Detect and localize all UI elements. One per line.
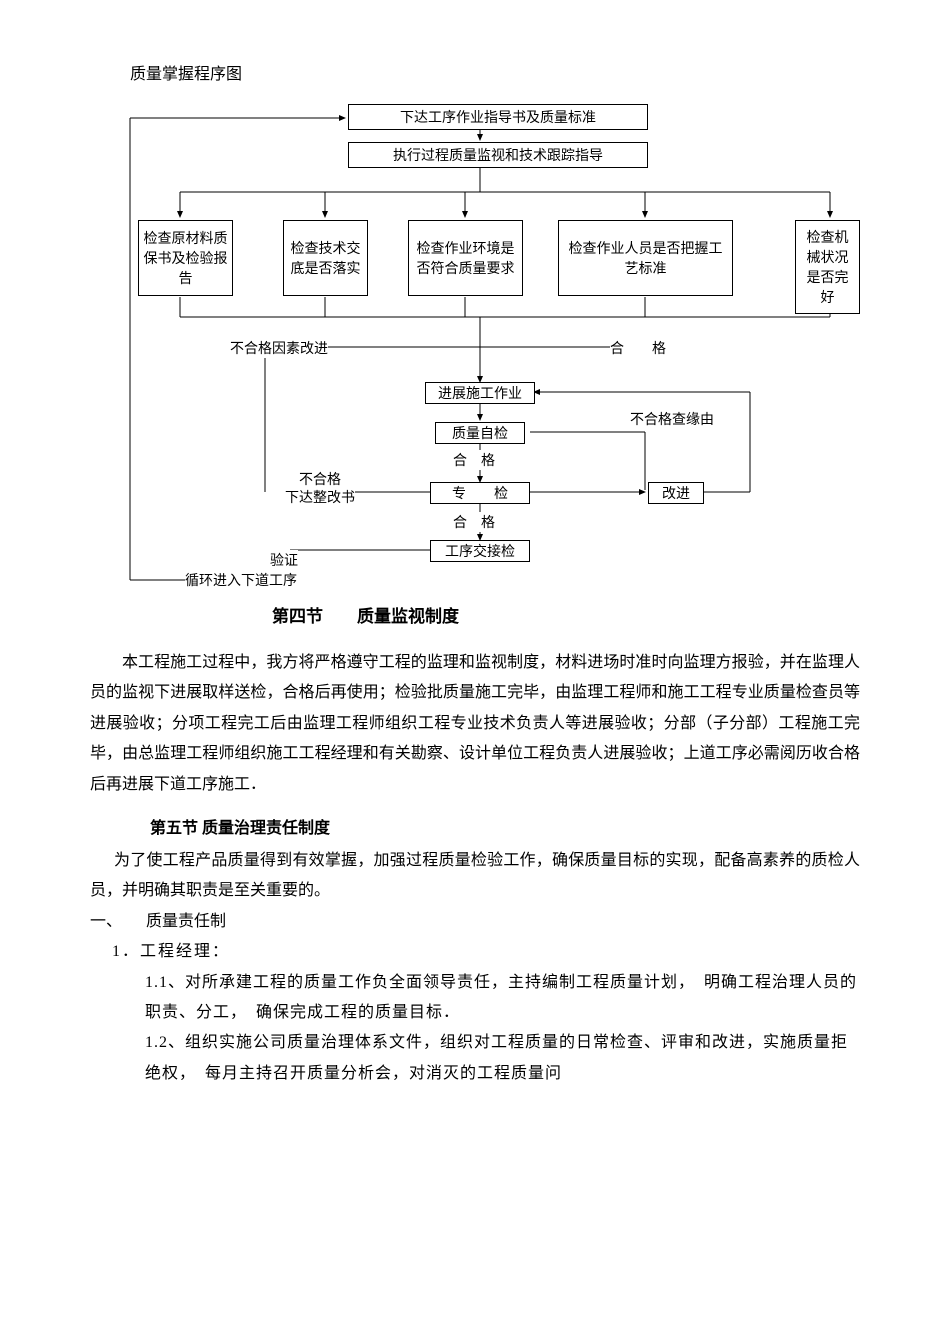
- box-check4: 检查作业人员是否把握工艺标准: [558, 220, 733, 296]
- fail-notice-1: 不合格: [299, 473, 341, 488]
- label-verify: 验证: [270, 550, 298, 570]
- box-check5: 检查机械状况是否完好: [795, 220, 860, 314]
- box-handover: 工序交接检: [430, 540, 530, 562]
- box-selfcheck: 质量自检: [435, 422, 525, 444]
- page-title: 质量掌握程序图: [130, 60, 860, 84]
- label-cycle: 循环进入下道工序: [185, 570, 297, 590]
- item-1-1: 1.1、对所承建工程的质量工作负全面领导责任，主持编制工程质量计划， 明确工程治…: [145, 968, 860, 1029]
- box-top2: 执行过程质量监视和技术跟踪指导: [348, 142, 648, 168]
- box-special: 专 检: [430, 482, 530, 504]
- section4-paragraph: 本工程施工过程中，我方将严格遵守工程的监理和监视制度，材料进场时准时向监理方报验…: [90, 648, 860, 800]
- list-a: 一、 质量责任制: [90, 907, 860, 937]
- section4-title: 第四节 质量监视制度: [272, 602, 459, 627]
- flowchart-container: 下达工序作业指导书及质量标准 执行过程质量监视和技术跟踪指导 检查原材料质保书及…: [90, 102, 870, 642]
- item-1-2: 1.2、组织实施公司质量治理体系文件，组织对工程质量的日常检查、评审和改进，实施…: [145, 1028, 860, 1089]
- label-pass: 合 格: [610, 338, 666, 358]
- label-fail-notice: 不合格 下达整改书: [285, 472, 355, 508]
- section5-title: 第五节 质量治理责任制度: [150, 814, 860, 838]
- box-check3: 检查作业环境是否符合质量要求: [408, 220, 523, 296]
- label-pass2: 合 格: [453, 450, 495, 470]
- fail-notice-2: 下达整改书: [285, 491, 355, 506]
- label-fail-reason: 不合格查缘由: [630, 412, 714, 430]
- box-check2: 检查技术交底是否落实: [283, 220, 368, 296]
- box-check1: 检查原材料质保书及检验报告: [138, 220, 233, 296]
- box-top1: 下达工序作业指导书及质量标准: [348, 104, 648, 130]
- label-improve: 不合格因素改进: [230, 338, 328, 358]
- section5-paragraph: 为了使工程产品质量得到有效掌握，加强过程质量检验工作，确保质量目标的实现，配备高…: [90, 846, 860, 907]
- box-construct: 进展施工作业: [425, 382, 535, 404]
- fail-reason-text: 不合格查缘由: [630, 413, 714, 428]
- item-1: 1．工程经理：: [112, 937, 860, 967]
- label-pass3: 合 格: [453, 512, 495, 532]
- box-rectify: 改进: [648, 482, 704, 504]
